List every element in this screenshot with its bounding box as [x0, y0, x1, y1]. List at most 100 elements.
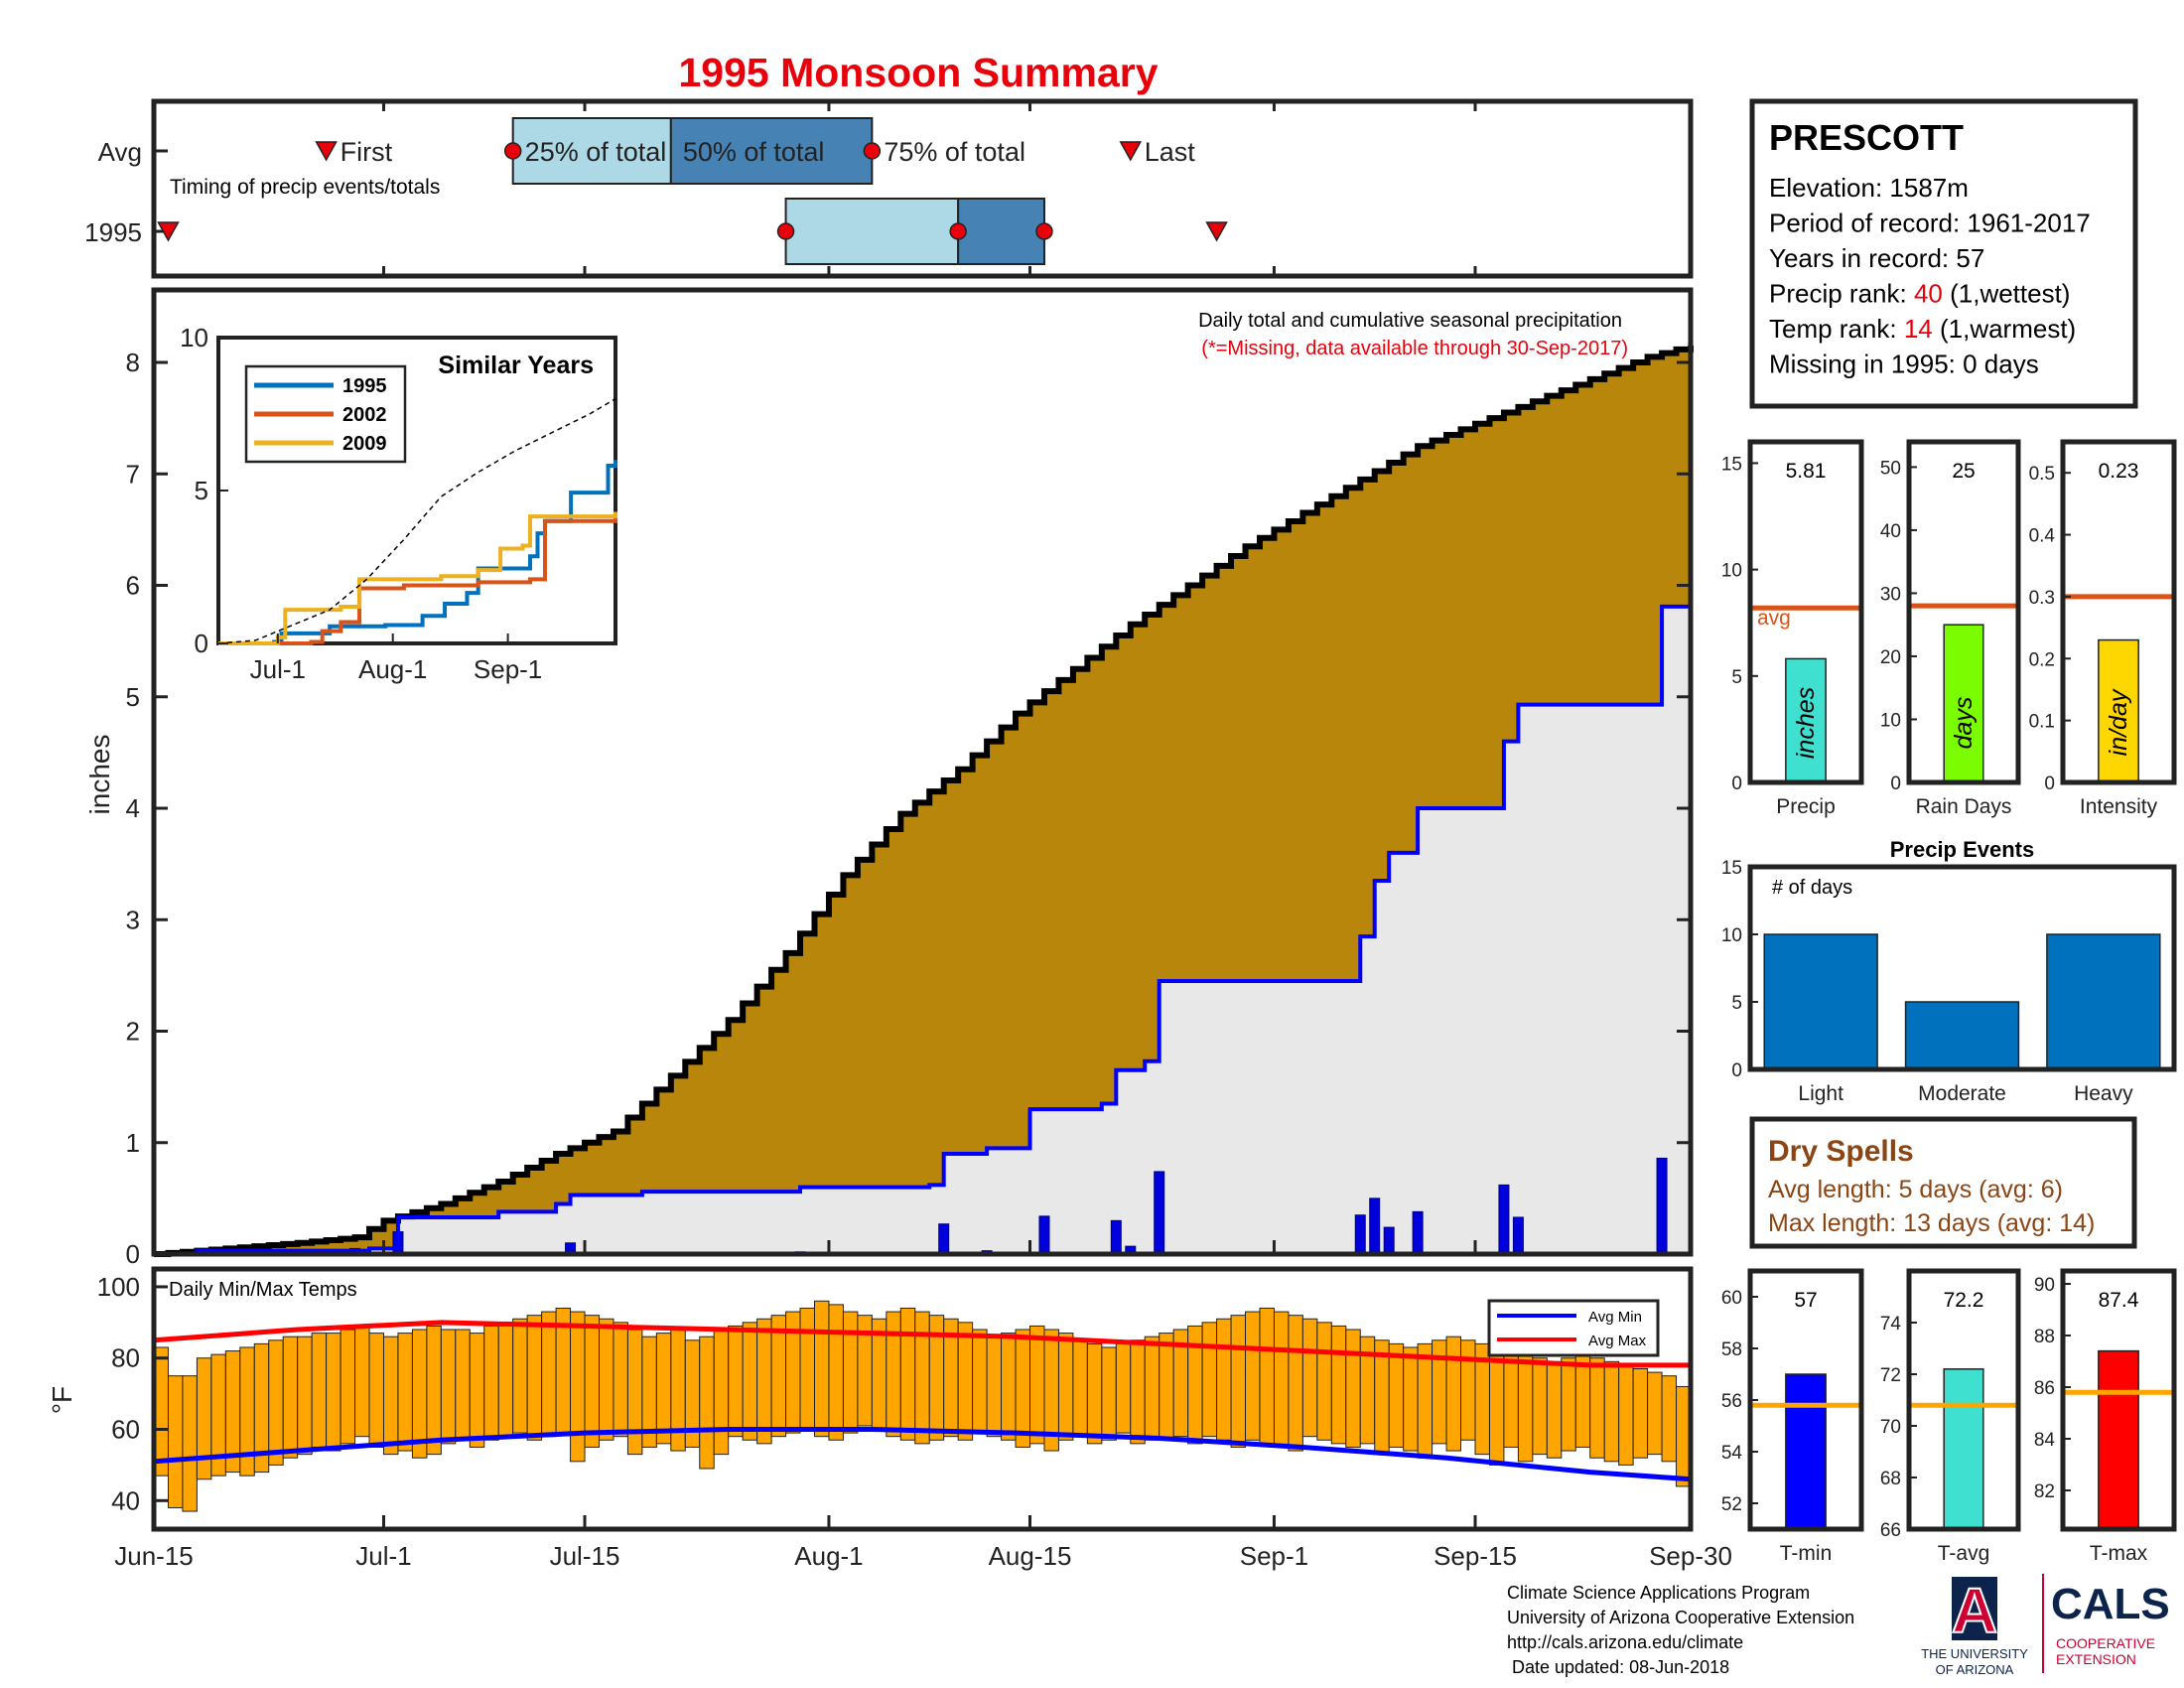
- daily-precip-bar: [1038, 1215, 1050, 1255]
- daily-temp-bar: [1015, 1329, 1031, 1448]
- daily-temp-bar: [972, 1329, 988, 1434]
- daily-temp-bar: [957, 1322, 974, 1441]
- daily-temp-bar: [282, 1336, 299, 1459]
- events-category-label: Moderate: [1918, 1082, 2006, 1105]
- inset-series-line-1995: [218, 460, 617, 645]
- main-y-tick-label: 0: [126, 1239, 140, 1269]
- stat-y-tick-label: 0.4: [2029, 526, 2056, 547]
- daily-temp-bar: [986, 1336, 1003, 1438]
- daily-precip-bar: [1498, 1184, 1510, 1255]
- daily-temp-bar: [440, 1329, 457, 1445]
- stat-unit-label: in/day: [2105, 688, 2132, 756]
- daily-temp-bar: [1201, 1322, 1218, 1438]
- events-category-label: Heavy: [2074, 1082, 2133, 1105]
- stat-y-tick-label: 86: [2034, 1378, 2055, 1399]
- stat-y-tick-label: 68: [1880, 1469, 1901, 1489]
- university-of-arizona-logo: A THE UNIVERSITY OF ARIZONA CALS COOPERA…: [1921, 1574, 2170, 1677]
- main-y-tick-label: 5: [126, 682, 140, 712]
- station-line: Years in record: 57: [1769, 243, 1984, 273]
- stat-bar-intensity: [2098, 638, 2139, 783]
- daily-precip-bar: [1369, 1197, 1381, 1255]
- stat-y-tick-label: 0.1: [2029, 712, 2055, 733]
- events-y-tick-label: 5: [1731, 993, 1742, 1014]
- precip-events-chart: Precip Events Light Moderate Heavy 0 5 10 15 # o…: [1721, 837, 2177, 1105]
- main-y-tick-label: 7: [126, 459, 140, 489]
- temps-legend-box: [1487, 1299, 1660, 1357]
- stat-unit-label: days: [1950, 697, 1978, 750]
- daily-temp-bar: [483, 1325, 499, 1441]
- stat-panel-label: T-max: [2090, 1542, 2148, 1565]
- stat-bar-t-max: [2098, 1349, 2139, 1530]
- daily-temp-bar: [182, 1375, 198, 1512]
- daily-temp-bar: [354, 1325, 370, 1438]
- inset-series-line-2009: [218, 511, 617, 645]
- stat-panel-frame: [2060, 1268, 2177, 1532]
- daily-temp-bar: [526, 1315, 543, 1441]
- timing-year-75-marker: [1035, 222, 1053, 240]
- daily-temp-bar: [1661, 1375, 1678, 1463]
- stat-y-tick-label: 66: [1880, 1520, 1901, 1541]
- stat-unit-label: inches: [1792, 687, 1820, 759]
- stat-y-tick-label: 90: [2034, 1275, 2055, 1296]
- x-tick-label: Jul-1: [355, 1541, 411, 1571]
- temp-stats-panels: 52 54 56 58 60 57 T-min 66 68 70 72 74 72.2 T-avg 82 84…: [1721, 1268, 2177, 1565]
- stat-y-tick-label: 84: [2034, 1430, 2056, 1451]
- daily-temp-bar: [899, 1307, 916, 1441]
- daily-temp-bar: [1574, 1353, 1591, 1448]
- stat-y-tick-label: 15: [1721, 454, 1742, 475]
- station-name: PRESCOTT: [1769, 117, 1964, 158]
- inset-legend-label-2002: 2002: [342, 404, 387, 426]
- inset-y-tick-label: 5: [195, 476, 208, 505]
- inset-legend-label-2009: 2009: [342, 433, 387, 455]
- daily-precip-bar: [1154, 1171, 1165, 1255]
- ua-logo-line-1: THE UNIVERSITY: [1921, 1646, 2028, 1661]
- x-tick-label: Jun-15: [114, 1541, 194, 1571]
- daily-temp-bar: [1403, 1346, 1419, 1452]
- inset-x-tick-label: Sep-1: [474, 654, 542, 684]
- daily-temp-bar: [326, 1333, 341, 1452]
- stat-panel-frame: [1906, 439, 2021, 785]
- daily-temp-bar: [1603, 1360, 1620, 1463]
- daily-temp-bar: [167, 1375, 184, 1508]
- temps-y-tick-label: 80: [111, 1343, 140, 1373]
- stat-y-tick-label: 54: [1721, 1443, 1743, 1464]
- dry-spells-max-length: Max length: 13 days (avg: 14): [1768, 1209, 2095, 1237]
- temps-y-tick-label: 100: [97, 1272, 140, 1302]
- daily-temp-bar: [842, 1311, 859, 1434]
- cals-logo-text: CALS: [2051, 1580, 2170, 1628]
- daily-temp-bar: [340, 1329, 356, 1445]
- main-y-tick-label: 4: [126, 793, 140, 823]
- timing-avg-75-marker: [863, 142, 882, 160]
- timing-year-box-50-75: [957, 198, 1045, 265]
- daily-temp-bar: [655, 1333, 672, 1445]
- footer-line-4: Date updated: 08-Jun-2018: [1507, 1657, 1729, 1677]
- station-line-text: Temp rank:: [1769, 314, 1904, 344]
- daily-temp-bar: [426, 1325, 442, 1456]
- stat-y-tick-label: 72: [1880, 1365, 1901, 1386]
- daily-temp-bar: [469, 1333, 485, 1448]
- daily-temp-bar: [311, 1333, 328, 1448]
- daily-temp-bar: [512, 1318, 528, 1434]
- timing-year-25-marker: [776, 222, 795, 240]
- stat-y-tick-label: 0: [1731, 774, 1742, 794]
- cals-logo-line-2: EXTENSION: [2056, 1651, 2136, 1667]
- inset-avg-dashed-line: [217, 397, 616, 644]
- events-y-tick-label: 10: [1721, 925, 1742, 946]
- stat-y-tick-label: 5: [1731, 667, 1742, 688]
- stat-value-label: 72.2: [1944, 1289, 1984, 1312]
- avg-max-line: [153, 1320, 1691, 1368]
- timing-avg-box-25-50: [511, 117, 672, 185]
- daily-temp-bar: [541, 1311, 557, 1438]
- daily-temp-bar: [196, 1357, 212, 1480]
- daily-temp-bar: [368, 1333, 384, 1448]
- station-line: Precip rank: 40 (1,wettest): [1769, 279, 2070, 309]
- stat-value-label: 5.81: [1786, 460, 1827, 483]
- daily-temp-bar: [728, 1325, 744, 1438]
- daily-precip-bar: [1412, 1210, 1424, 1255]
- daily-temp-bar: [1057, 1333, 1074, 1441]
- events-y-label: # of days: [1772, 877, 1852, 899]
- daily-temp-bar: [1503, 1350, 1519, 1448]
- timing-panel: Avg 1995 Timing of precip events/totals Fir…: [84, 98, 1694, 279]
- timing-label-25: 25% of total: [525, 137, 667, 167]
- station-line-rank: 14: [1904, 314, 1933, 344]
